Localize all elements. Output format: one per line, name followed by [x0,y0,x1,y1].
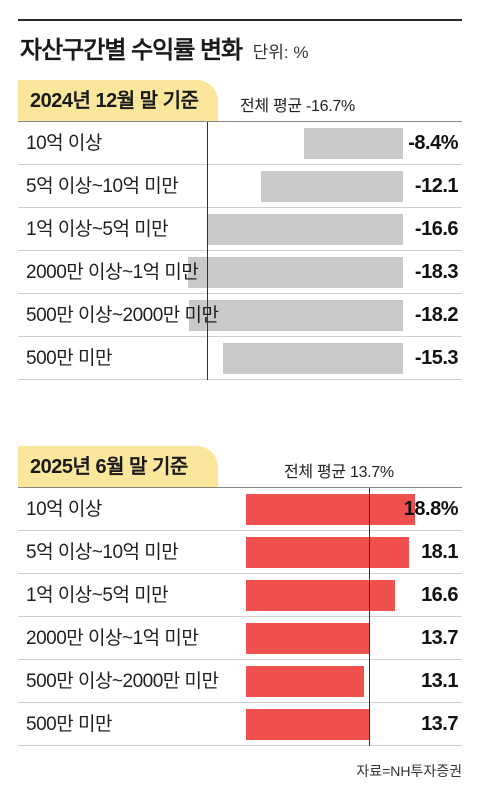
bar-row: 10억 이상 -8.4% [18,122,462,165]
bar [246,709,370,740]
chart-title: 자산구간별 수익률 변화 [20,37,243,64]
source-note: 자료=NH투자증권 [356,763,462,779]
bar-row: 2000만 이상~1억 미만 -18.3 [18,251,462,294]
bar [207,214,403,245]
average-label: 전체 평균 13.7% [284,464,394,481]
bar [304,128,403,159]
value-label: 13.7 [421,627,458,649]
category-label: 10억 이상 [26,133,102,154]
average-label: 전체 평균 -16.7% [240,98,355,115]
panel-header: 2025년 6월 말 기준 전체 평균 13.7% [18,446,462,488]
chart-header: 자산구간별 수익률 변화 단위: % [20,30,308,65]
bar-rows: 10억 이상 18.8% 5억 이상~10억 미만 18.1 1억 이상~5억 미만 16… [18,488,462,746]
bar [189,300,403,331]
value-label: 16.6 [421,584,458,606]
bar [246,494,416,525]
panel-header: 2024년 12월 말 기준 전체 평균 -16.7% [18,80,462,122]
value-label: 18.8% [403,498,459,520]
category-label: 500만 미만 [26,348,112,369]
panel-2025-06: 2025년 6월 말 기준 전체 평균 13.7% 10억 이상 18.8% 5억 … [18,446,462,746]
value-label: -8.4% [408,132,458,154]
category-label: 5억 이상~10억 미만 [26,176,179,197]
average-line [207,122,208,380]
top-rule [18,19,462,21]
bar-row: 500만 미만 13.7 [18,703,462,746]
category-label: 500만 미만 [26,714,112,735]
category-label: 500만 이상~2000만 미만 [26,305,219,326]
bar [260,171,403,202]
bar [246,580,396,611]
bar [187,257,403,288]
bar [246,537,409,568]
value-label: -15.3 [414,347,459,369]
header-rule [18,487,462,488]
bar-row: 500만 이상~2000만 미만 13.1 [18,660,462,703]
bar [246,623,370,654]
bar-row: 1억 이상~5억 미만 -16.6 [18,208,462,251]
value-label: 13.7 [421,713,458,735]
value-label: -16.6 [414,218,459,240]
value-label: -18.3 [414,261,459,283]
unit-label: 단위: % [252,43,309,62]
category-label: 500만 이상~2000만 미만 [26,671,219,692]
bar-row: 500만 이상~2000만 미만 -18.2 [18,294,462,337]
category-label: 1억 이상~5억 미만 [26,219,169,240]
value-label: -18.2 [414,304,459,326]
bar-row: 1억 이상~5억 미만 16.6 [18,574,462,617]
bar [223,343,403,374]
bar [246,666,364,697]
category-label: 1억 이상~5억 미만 [26,585,169,606]
category-label: 5억 이상~10억 미만 [26,542,179,563]
category-label: 2000만 이상~1억 미만 [26,262,199,283]
value-label: 18.1 [421,541,458,563]
header-rule [18,121,462,122]
bar-row: 5억 이상~10억 미만 18.1 [18,531,462,574]
period-tab: 2024년 12월 말 기준 [18,80,218,122]
bar-row: 2000만 이상~1억 미만 13.7 [18,617,462,660]
bar-row: 5억 이상~10억 미만 -12.1 [18,165,462,208]
category-label: 10억 이상 [26,499,102,520]
panel-2024-12: 2024년 12월 말 기준 전체 평균 -16.7% 10억 이상 -8.4% 5… [18,80,462,380]
value-label: 13.1 [421,670,458,692]
average-line [369,488,370,746]
value-label: -12.1 [414,175,459,197]
category-label: 2000만 이상~1억 미만 [26,628,199,649]
period-tab: 2025년 6월 말 기준 [18,446,218,488]
bar-row: 10억 이상 18.8% [18,488,462,531]
bar-row: 500만 미만 -15.3 [18,337,462,380]
bar-rows: 10억 이상 -8.4% 5억 이상~10억 미만 -12.1 1억 이상~5억 미만 -… [18,122,462,380]
